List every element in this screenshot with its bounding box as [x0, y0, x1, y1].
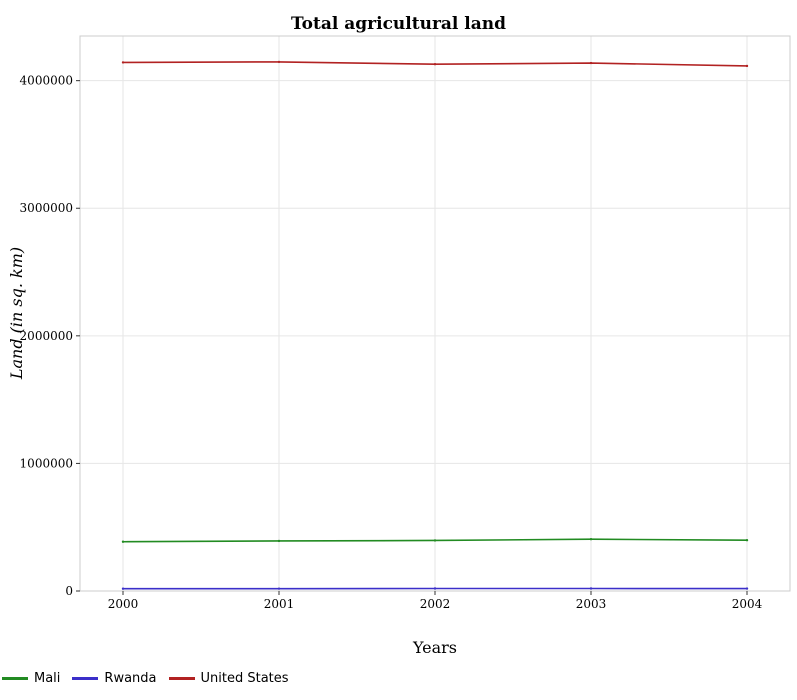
- y-tick-label: 2000000: [20, 329, 73, 343]
- data-point: [277, 539, 281, 543]
- data-point: [589, 587, 593, 590]
- data-point: [121, 61, 125, 64]
- data-point: [121, 540, 125, 543]
- y-axis-ticks: 0 1000000 2000000 3000000 4000000: [20, 74, 80, 598]
- y-tick-label: 3000000: [20, 201, 73, 215]
- x-axis-label: Years: [412, 638, 457, 657]
- legend-item: Mali: [2, 671, 60, 686]
- legend: Mali Rwanda United States: [2, 671, 301, 686]
- legend-item: Rwanda: [72, 671, 157, 686]
- y-tick-label: 4000000: [20, 74, 73, 88]
- legend-item: United States: [168, 671, 289, 686]
- data-point: [433, 539, 437, 542]
- data-point: [433, 62, 437, 66]
- data-point: [745, 64, 749, 68]
- data-point: [277, 60, 281, 64]
- x-tick-label: 2002: [420, 597, 451, 611]
- legend-label: United States: [200, 671, 289, 686]
- data-point: [277, 587, 281, 590]
- data-point: [433, 587, 437, 590]
- x-tick-label: 2001: [264, 597, 295, 611]
- x-tick-label: 2000: [108, 597, 139, 611]
- data-point: [745, 539, 749, 542]
- x-tick-label: 2003: [576, 597, 607, 611]
- legend-label: Mali: [34, 671, 61, 686]
- x-axis-ticks: 2000 2001 2002 2003 2004: [108, 591, 763, 611]
- legend-swatch: [2, 677, 28, 680]
- y-axis-label: Land (in sq. km): [7, 247, 26, 380]
- data-point: [745, 587, 749, 590]
- data-point: [589, 61, 593, 65]
- legend-label: Rwanda: [104, 671, 157, 686]
- data-point: [589, 538, 593, 541]
- legend-swatch: [168, 677, 195, 680]
- y-tick-label: 1000000: [20, 456, 73, 470]
- grid-lines: [80, 36, 790, 592]
- data-point: [121, 587, 125, 590]
- legend-swatch: [72, 677, 99, 680]
- series-lines: [121, 60, 749, 590]
- chart-title: Total agricultural land: [290, 14, 507, 34]
- y-tick-label: 0: [65, 584, 73, 598]
- x-tick-label: 2004: [732, 597, 763, 611]
